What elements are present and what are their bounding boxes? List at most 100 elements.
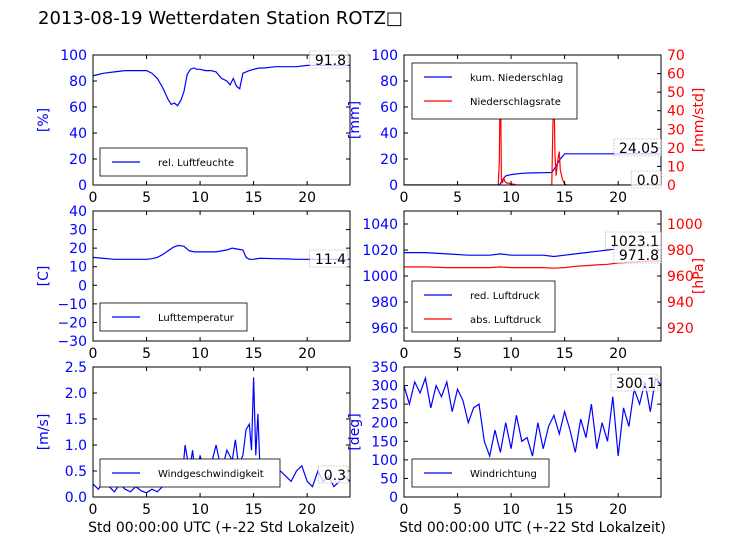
y-tick-label: 150 [371,434,398,450]
current-value: 300.1 [616,376,656,392]
y-tick-label: 0 [389,178,398,194]
y-tick-label: −20 [57,315,87,331]
y-axis-label: [mm] [347,101,363,139]
legend-label-0: Windgeschwindigkeit [158,469,264,480]
y-tick-label: 350 [371,360,398,376]
y-tick-label: 1.0 [65,438,87,454]
y-axis-label-right: [hPa] [691,258,707,294]
plot-frame [403,366,662,498]
series-line-0 [93,64,350,107]
y-axis-label: [m/s] [36,414,52,451]
page-title: 2013-08-19 Wetterdaten Station ROTZ□ [38,8,403,29]
legend-label-0: rel. Luftfeuchte [158,158,234,169]
y-axis-label: [deg] [347,413,363,450]
y-tick-label: 0.5 [65,464,87,480]
y-tick-label: −10 [57,297,87,313]
current-value-right-box [630,170,662,189]
current-value: 24.05 [619,141,659,157]
y-tick-label: 30 [69,223,87,239]
legend-label-1: Niederschlagsrate [470,97,561,108]
chart-panel-windspeed: 0 5 10 15 20 0.0 0.5 1.0 1.5 2.0 2.5 [m/s] Std 00:00… [36,360,355,536]
x-tick-label: 15 [245,346,263,362]
current-value-right: 971.8 [619,248,659,264]
y-tick-label: −30 [57,334,87,350]
x-tick-label: 20 [609,502,627,518]
y-tick-label-right: 30 [667,122,685,138]
y-tick-label: 2.5 [65,360,87,376]
current-value: 11.4 [315,252,346,268]
chart-panel-humidity: 0 5 10 15 20 0 20 40 60 80 100 [%] 91.8 rel. Luftfeuc… [36,48,351,206]
x-axis-label: Std 00:00:00 UTC (+-22 Std Lokalzeit) [399,520,666,536]
y-tick-label: 40 [380,126,398,142]
y-tick-label-right: 50 [667,85,685,101]
current-value-box [309,249,349,268]
legend-box [411,62,578,120]
x-tick-label: 0 [89,346,98,362]
y-tick-label: 20 [69,241,87,257]
x-tick-label: 5 [142,346,151,362]
x-tick-label: 15 [556,502,574,518]
current-value: 0.3 [324,468,346,484]
y-tick-label-right: 940 [667,295,694,311]
y-tick-label: 80 [380,74,398,90]
y-tick-label: 100 [371,453,398,469]
x-tick-label: 15 [556,346,574,362]
current-value-box [610,373,659,392]
y-tick-label-right: 0 [667,178,676,194]
y-tick-label: 60 [69,100,87,116]
y-tick-label-right: 980 [667,243,694,259]
y-tick-label: 300 [371,379,398,395]
y-tick-label-right: 20 [667,141,685,157]
series-line-0 [93,244,350,260]
plot-frame [92,366,351,498]
y-tick-label-right: 70 [667,48,685,64]
y-tick-label: 980 [371,295,398,311]
x-tick-label: 20 [298,502,316,518]
y-tick-label: 1040 [362,217,398,233]
legend-label-0: red. Luftdruck [470,291,540,302]
current-value-box [317,465,349,484]
y-tick-label: 50 [380,471,398,487]
legend-box [411,280,556,333]
x-tick-label: 20 [609,346,627,362]
series-line-0 [404,375,661,459]
x-tick-label: 0 [89,190,98,206]
plot-frame [403,54,662,186]
x-tick-label: 0 [400,190,409,206]
x-tick-label: 20 [298,346,316,362]
current-value-right-box [613,245,662,264]
y-tick-label: 200 [371,416,398,432]
x-tick-label: 10 [191,502,209,518]
y-tick-label-right: 40 [667,104,685,120]
x-tick-label: 15 [245,502,263,518]
y-tick-label: 1000 [362,269,398,285]
y-tick-label: 0.0 [65,490,87,506]
x-tick-label: 10 [502,346,520,362]
y-tick-label: 100 [60,48,87,64]
x-tick-label: 0 [89,502,98,518]
x-tick-label: 5 [453,346,462,362]
current-value: 91.8 [315,53,346,69]
x-tick-label: 20 [298,190,316,206]
y-tick-label: 0 [389,490,398,506]
current-value-right: 0.0 [637,173,659,189]
legend-label-0: kum. Niederschlag [470,73,563,84]
y-tick-label: 60 [380,100,398,116]
legend-label-1: abs. Luftdruck [470,315,541,326]
y-tick-label-right: 920 [667,321,694,337]
y-tick-label: 0 [78,278,87,294]
y-tick-label: 250 [371,397,398,413]
y-tick-label: 2.0 [65,386,87,402]
y-tick-label: 40 [69,204,87,220]
x-tick-label: 10 [191,190,209,206]
y-tick-label: 0 [78,178,87,194]
x-tick-label: 15 [245,190,263,206]
y-tick-label: 10 [69,260,87,276]
plot-frame [92,210,351,342]
x-tick-label: 15 [556,190,574,206]
y-tick-label: 1.5 [65,412,87,428]
x-tick-label: 10 [502,190,520,206]
y-tick-label: 40 [69,126,87,142]
series-line-0 [93,377,350,494]
